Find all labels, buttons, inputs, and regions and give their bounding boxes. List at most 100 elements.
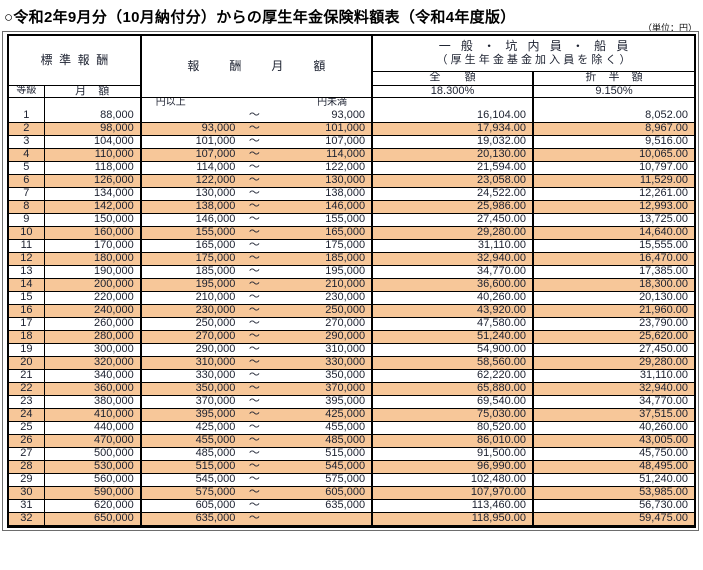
grade-cell: 16 [7, 304, 45, 319]
table-row: 7 134,000 130,000 ～ 138,000 24,522.00 12,261.0… [7, 187, 696, 202]
full-amount-cell: 24,522.00 [371, 187, 534, 202]
full-amount-cell: 102,480.00 [371, 473, 534, 488]
range-to-cell: 210,000 [267, 278, 374, 293]
range-to-cell: 310,000 [267, 343, 374, 358]
half-amount-cell: 8,967.00 [532, 122, 696, 137]
empty-cell [532, 97, 696, 110]
table-row: 2 98,000 93,000 ～ 101,000 17,934.00 8,967.00 [7, 122, 696, 137]
tilde-cell: ～ [241, 135, 268, 150]
monthly-amount-cell: 126,000 [43, 174, 142, 189]
header-full-amount-label: 全額 [429, 71, 500, 84]
half-amount-cell: 53,985.00 [532, 486, 696, 501]
grade-cell: 29 [7, 473, 45, 488]
half-amount-cell: 48,495.00 [532, 460, 696, 475]
monthly-amount-cell: 410,000 [43, 408, 142, 423]
tilde-cell: ～ [241, 395, 268, 410]
table-row: 6 126,000 122,000 ～ 130,000 23,058.00 11,529.0… [7, 174, 696, 189]
tilde-cell: ～ [241, 382, 268, 397]
table-row: 8 142,000 138,000 ～ 146,000 25,986.00 12,993.0… [7, 200, 696, 215]
grade-cell: 14 [7, 278, 45, 293]
header-grade-label: 等級 [16, 85, 37, 97]
table-header: 標準報酬 報酬月額 一般・坑内員・船員 （厚生年金基金加入員を除く） 全額 折半… [7, 34, 696, 110]
premium-rate-table: 標準報酬 報酬月額 一般・坑内員・船員 （厚生年金基金加入員を除く） 全額 折半… [7, 34, 696, 528]
range-from-cell: 138,000 [140, 200, 242, 215]
full-amount-cell: 96,990.00 [371, 460, 534, 475]
table-row: 13 190,000 185,000 ～ 195,000 34,770.00 17,385.… [7, 265, 696, 280]
tilde-cell: ～ [241, 252, 268, 267]
range-to-cell: 93,000 [267, 109, 374, 124]
range-from-cell: 575,000 [140, 486, 242, 501]
range-to-cell: 270,000 [267, 317, 374, 332]
table-row: 23 380,000 370,000 ～ 395,000 69,540.00 34,770.… [7, 395, 696, 410]
grade-cell: 32 [7, 512, 45, 527]
grade-cell: 15 [7, 291, 45, 306]
monthly-amount-cell: 118,000 [43, 161, 142, 176]
grade-cell: 21 [7, 369, 45, 384]
monthly-amount-cell: 590,000 [43, 486, 142, 501]
empty-cell [241, 97, 268, 110]
full-amount-cell: 51,240.00 [371, 330, 534, 345]
grade-cell: 28 [7, 460, 45, 475]
range-to-cell: 485,000 [267, 434, 374, 449]
table-row: 12 180,000 175,000 ～ 185,000 32,940.00 16,470.… [7, 252, 696, 267]
half-amount-cell: 20,130.00 [532, 291, 696, 306]
header-half-amount: 折半額 [532, 70, 696, 86]
monthly-amount-cell: 380,000 [43, 395, 142, 410]
monthly-amount-cell: 240,000 [43, 304, 142, 319]
grade-cell: 22 [7, 382, 45, 397]
full-amount-cell: 19,032.00 [371, 135, 534, 150]
half-amount-cell: 32,940.00 [532, 382, 696, 397]
range-to-cell: 370,000 [267, 382, 374, 397]
range-to-cell: 230,000 [267, 291, 374, 306]
range-from-cell: 107,000 [140, 148, 242, 163]
full-amount-cell: 17,934.00 [371, 122, 534, 137]
range-to-cell: 250,000 [267, 304, 374, 319]
range-from-cell: 155,000 [140, 226, 242, 241]
half-amount-cell: 13,725.00 [532, 213, 696, 228]
half-amount-cell: 45,750.00 [532, 447, 696, 462]
grade-cell: 13 [7, 265, 45, 280]
header-grade: 等級 [7, 84, 45, 99]
table-row: 4 110,000 107,000 ～ 114,000 20,130.00 10,065.0… [7, 148, 696, 163]
half-amount-cell: 14,640.00 [532, 226, 696, 241]
range-to-cell: 130,000 [267, 174, 374, 189]
table-row: 5 118,000 114,000 ～ 122,000 21,594.00 10,797.0… [7, 161, 696, 176]
grade-cell: 1 [7, 109, 45, 124]
grade-cell: 6 [7, 174, 45, 189]
range-from-cell: 122,000 [140, 174, 242, 189]
range-to-cell: 455,000 [267, 421, 374, 436]
table-row: 30 590,000 575,000 ～ 605,000 107,970.00 53,985… [7, 486, 696, 501]
full-amount-cell: 16,104.00 [371, 109, 534, 124]
range-from-cell: 605,000 [140, 499, 242, 514]
range-from-cell: 185,000 [140, 265, 242, 280]
half-amount-cell: 15,555.00 [532, 239, 696, 254]
monthly-amount-cell: 180,000 [43, 252, 142, 267]
half-amount-cell: 12,261.00 [532, 187, 696, 202]
range-to-cell: 350,000 [267, 369, 374, 384]
grade-cell: 8 [7, 200, 45, 215]
header-standard-reward-label: 標準報酬 [40, 52, 115, 67]
table-row: 26 470,000 455,000 ～ 485,000 86,010.00 43,005.… [7, 434, 696, 449]
table-body: 1 88,000 ～ 93,000 16,104.00 8,052.00 2 98,000 93… [7, 109, 696, 527]
page-title: ○令和2年9月分（10月納付分）からの厚生年金保険料額表（令和4年度版） [4, 9, 516, 26]
tilde-cell: ～ [241, 317, 268, 332]
monthly-amount-cell: 200,000 [43, 278, 142, 293]
full-amount-cell: 43,920.00 [371, 304, 534, 319]
monthly-amount-cell: 134,000 [43, 187, 142, 202]
grade-cell: 18 [7, 330, 45, 345]
half-amount-cell: 10,065.00 [532, 148, 696, 163]
grade-cell: 11 [7, 239, 45, 254]
monthly-amount-cell: 160,000 [43, 226, 142, 241]
tilde-cell: ～ [241, 174, 268, 189]
range-from-cell: 545,000 [140, 473, 242, 488]
header-half-amount-label: 折半額 [585, 71, 655, 84]
range-to-cell: 146,000 [267, 200, 374, 215]
half-amount-cell: 59,475.00 [532, 512, 696, 527]
half-amount-cell: 25,620.00 [532, 330, 696, 345]
half-amount-cell: 18,300.00 [532, 278, 696, 293]
half-amount-cell: 10,797.00 [532, 161, 696, 176]
table-row: 20 320,000 310,000 ～ 330,000 58,560.00 29,280.… [7, 356, 696, 371]
table-row: 17 260,000 250,000 ～ 270,000 47,580.00 23,790.… [7, 317, 696, 332]
range-from-cell: 93,000 [140, 122, 242, 137]
header-category-line1: 一般・坑内員・船員 [438, 39, 639, 54]
